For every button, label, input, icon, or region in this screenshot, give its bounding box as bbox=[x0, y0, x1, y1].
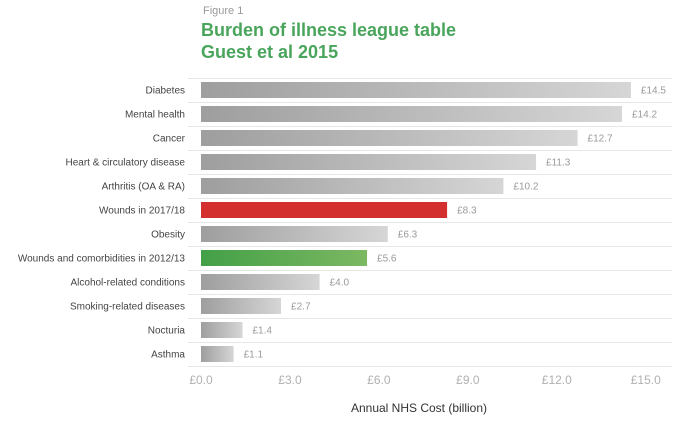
category-label: Asthma bbox=[151, 350, 185, 361]
category-label: Mental health bbox=[125, 110, 185, 121]
category-label: Cancer bbox=[153, 134, 186, 145]
x-tick-label: £6.0 bbox=[367, 373, 391, 387]
value-label: £1.4 bbox=[253, 326, 273, 337]
category-label: Wounds and comorbidities in 2012/13 bbox=[18, 254, 186, 265]
x-tick-label: £15.0 bbox=[631, 373, 661, 387]
bar bbox=[201, 226, 388, 242]
value-label: £11.3 bbox=[546, 158, 571, 169]
bar bbox=[201, 154, 537, 170]
x-axis-title: Annual NHS Cost (billion) bbox=[351, 401, 487, 415]
bar bbox=[201, 274, 320, 290]
value-label: £14.5 bbox=[641, 86, 666, 97]
chart-title-line-1: Burden of illness league table bbox=[201, 20, 457, 40]
bar bbox=[201, 82, 631, 98]
x-tick-label: £12.0 bbox=[542, 373, 572, 387]
category-label: Nocturia bbox=[148, 326, 186, 337]
bar bbox=[201, 322, 243, 338]
value-label: £8.3 bbox=[457, 206, 477, 217]
category-label: Smoking-related diseases bbox=[70, 302, 185, 313]
row-gridlines bbox=[188, 78, 672, 367]
bar bbox=[201, 178, 504, 194]
bar bbox=[201, 298, 282, 314]
category-label: Alcohol-related conditions bbox=[70, 278, 185, 289]
x-tick-label: £0.0 bbox=[189, 373, 213, 387]
chart-title-line-2: Guest et al 2015 bbox=[201, 42, 339, 62]
value-label: £1.1 bbox=[244, 350, 264, 361]
category-label: Wounds in 2017/18 bbox=[99, 206, 185, 217]
bars bbox=[201, 82, 631, 362]
category-label: Arthritis (OA & RA) bbox=[102, 182, 185, 193]
category-labels: Diabetes Mental health Cancer Heart & circu… bbox=[18, 86, 186, 361]
bar bbox=[201, 130, 578, 146]
bar bbox=[201, 346, 234, 362]
bar bbox=[201, 250, 368, 266]
value-label: £12.7 bbox=[588, 134, 613, 145]
value-label: £10.2 bbox=[513, 182, 538, 193]
category-label: Heart & circulatory disease bbox=[66, 158, 186, 169]
x-tick-label: £3.0 bbox=[278, 373, 302, 387]
value-label: £4.0 bbox=[330, 278, 350, 289]
category-label: Diabetes bbox=[146, 86, 185, 97]
bar bbox=[201, 106, 623, 122]
bar bbox=[201, 202, 448, 218]
figure-label: Figure 1 bbox=[203, 5, 244, 17]
value-label: £14.2 bbox=[632, 110, 657, 121]
category-label: Obesity bbox=[151, 230, 185, 241]
value-label: £2.7 bbox=[291, 302, 311, 313]
value-label: £6.3 bbox=[398, 230, 418, 241]
chart-title: Burden of illness league table Guest et … bbox=[201, 19, 456, 63]
value-labels: £14.5 £14.2 £12.7 £11.3 £10.2 £8.3 £6.3 £5.6 £4.… bbox=[244, 86, 667, 361]
x-tick-label: £9.0 bbox=[456, 373, 480, 387]
x-axis-ticks: £0.0 £3.0 £6.0 £9.0 £12.0 £15.0 bbox=[189, 373, 661, 387]
value-label: £5.6 bbox=[377, 254, 397, 265]
